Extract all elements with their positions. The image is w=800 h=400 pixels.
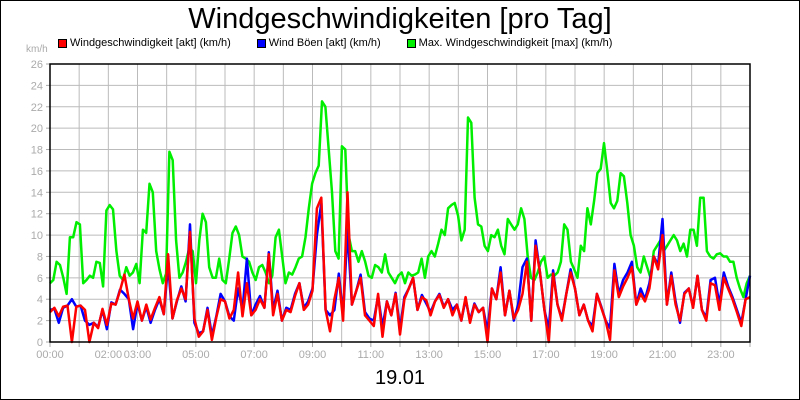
data-series xyxy=(49,100,752,344)
y-tick-label: 20 xyxy=(31,123,43,135)
y-tick-label: 22 xyxy=(31,102,43,114)
y-tick-label: 8 xyxy=(37,251,43,263)
y-axis-unit: km/h xyxy=(26,44,48,55)
legend-swatch-blue xyxy=(256,38,266,48)
y-tick-label: 2 xyxy=(37,316,43,328)
y-tick-label: 24 xyxy=(31,80,43,92)
y-tick-label: 12 xyxy=(31,209,43,221)
legend-swatch-red xyxy=(58,38,67,48)
x-tick-label: 03:00 xyxy=(124,349,152,361)
x-tick-label: 21:00 xyxy=(649,349,677,361)
series-line xyxy=(49,100,752,299)
legend-item-gusts: Wind Böen [akt] (km/h) xyxy=(256,37,381,49)
plot-border xyxy=(49,63,751,343)
x-tick-label: 00:00 xyxy=(36,349,64,361)
legend-item-max-speed: Max. Windgeschwindigkeit [max] (km/h) xyxy=(406,37,613,49)
x-tick-label: 05:00 xyxy=(182,349,210,361)
x-tick-label: 11:00 xyxy=(357,349,384,361)
y-tick-label: 26 xyxy=(31,59,43,71)
y-tick-label: 18 xyxy=(31,145,43,157)
legend-swatch-green xyxy=(406,38,416,48)
y-tick-label: 16 xyxy=(31,166,43,178)
y-tick-label: 14 xyxy=(31,187,43,199)
x-axis-ticks: 00:00 02:00 03:00 05:00 07:00 09:00 11:00 13:00… xyxy=(36,342,751,361)
legend-label: Windgeschwindigkeit [akt] (km/h) xyxy=(70,37,231,49)
x-tick-label: 23:00 xyxy=(707,349,735,361)
x-tick-label: 19:00 xyxy=(590,349,618,361)
y-tick-label: 6 xyxy=(37,273,43,285)
y-tick-label: 10 xyxy=(31,230,43,242)
legend: Windgeschwindigkeit [akt] (km/h) Wind Bö… xyxy=(58,37,634,49)
chart-title: Windgeschwindigkeiten [pro Tag] xyxy=(188,3,612,35)
x-tick-label: 17:00 xyxy=(532,349,560,361)
legend-item-wind-speed: Windgeschwindigkeit [akt] (km/h) xyxy=(58,37,231,49)
x-axis-date-label: 19.01 xyxy=(374,367,426,389)
x-tick-label: 15:00 xyxy=(474,349,502,361)
series-line xyxy=(49,191,751,344)
x-tick-label: 02:00 xyxy=(95,349,123,361)
y-tick-label: 0 xyxy=(37,337,43,349)
x-tick-label: 13:00 xyxy=(415,349,443,361)
x-tick-label: 07:00 xyxy=(240,349,268,361)
y-tick-label: 4 xyxy=(37,294,43,306)
legend-label: Max. Windgeschwindigkeit [max] (km/h) xyxy=(418,37,613,49)
x-tick-label: 09:00 xyxy=(299,349,327,361)
legend-label: Wind Böen [akt] (km/h) xyxy=(268,37,381,49)
